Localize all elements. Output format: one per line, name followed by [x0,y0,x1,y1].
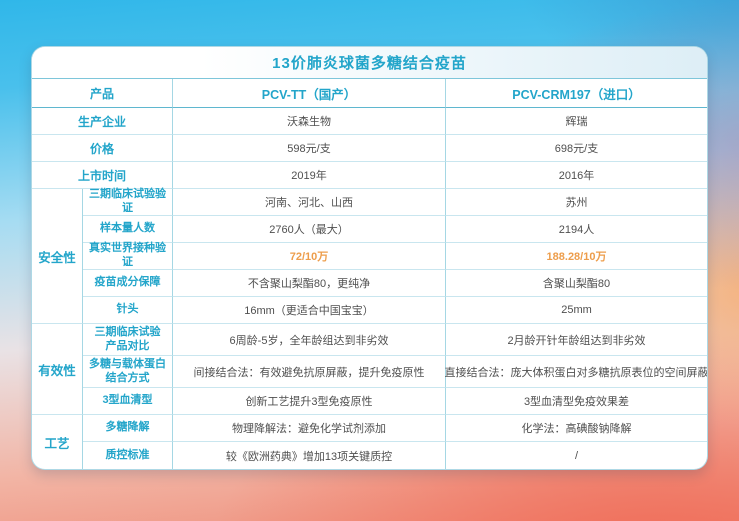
cell-value: 2019年 [173,162,446,189]
cell-value: 化学法：高碘酸钠降解 [446,415,707,442]
header-pcv-tt: PCV-TT（国产） [173,79,446,108]
row-label: 质控标准 [83,442,173,469]
row-label: 生产企业 [32,108,173,135]
row-label: 多糖与载体蛋白 结合方式 [83,356,173,388]
cell-value-highlight: 188.28/10万 [446,243,707,270]
row-label: 3型血清型 [83,388,173,415]
category-process: 工艺 [32,415,83,469]
cell-value: 含聚山梨酯80 [446,270,707,297]
category-safety: 安全性 [32,189,83,324]
cell-value-highlight: 72/10万 [173,243,446,270]
page-title: 13价肺炎球菌多糖结合疫苗 [32,47,707,79]
row-label: 疫苗成分保障 [83,270,173,297]
row-label: 针头 [83,297,173,324]
cell-value: 2760人（最大） [173,216,446,243]
row-label: 价格 [32,135,173,162]
row-label: 三期临床试验验证 [83,188,173,216]
cell-value: 2016年 [446,162,707,189]
cell-value: 6周龄-5岁，全年龄组达到非劣效 [173,324,446,356]
comparison-table: 产品 PCV-TT（国产） PCV-CRM197（进口） 生产企业 沃森生物 辉… [32,79,707,469]
row-label: 真实世界接种验证 [83,242,173,270]
cell-value: 3型血清型免疫效果差 [446,388,707,415]
header-pcv-crm197: PCV-CRM197（进口） [446,79,707,108]
row-label: 样本量人数 [83,216,173,243]
cell-value: 辉瑞 [446,108,707,135]
header-product-label: 产品 [32,79,173,108]
cell-value: 不含聚山梨酯80，更纯净 [173,270,446,297]
cell-value: 物理降解法：避免化学试剂添加 [173,415,446,442]
cell-value: 较《欧洲药典》增加13项关键质控 [173,442,446,469]
cell-value: 直接结合法：庞大体积蛋白对多糖抗原表位的空间屏蔽 [445,356,707,388]
cell-value: 河南、河北、山西 [173,189,446,216]
category-efficacy: 有效性 [32,324,83,415]
cell-value: 创新工艺提升3型免疫原性 [173,388,446,415]
row-label: 多糖降解 [83,415,173,442]
vaccine-comparison-card: 13价肺炎球菌多糖结合疫苗 产品 PCV-TT（国产） PCV-CRM197（进… [31,46,708,470]
cell-value: 698元/支 [446,135,707,162]
cell-value: 间接结合法：有效避免抗原屏蔽，提升免疫原性 [173,356,446,388]
cell-value: 25mm [446,297,707,324]
cell-value: 2月龄开针年龄组达到非劣效 [446,324,707,356]
cell-value: 16mm（更适合中国宝宝） [173,297,446,324]
cell-value: / [574,449,579,462]
cell-value: 沃森生物 [173,108,446,135]
cell-value: 2194人 [446,216,707,243]
row-label: 上市时间 [32,162,173,189]
row-label: 三期临床试验 产品对比 [83,324,173,356]
cell-value: 598元/支 [173,135,446,162]
cell-value: 苏州 [446,189,707,216]
